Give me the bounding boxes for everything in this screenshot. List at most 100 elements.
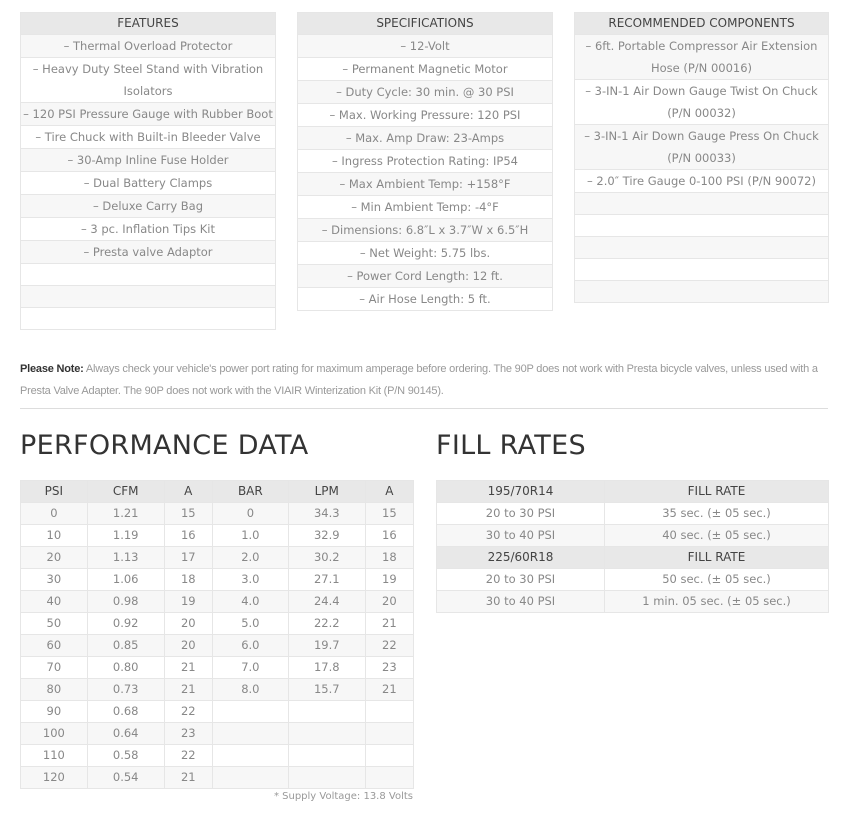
list-item: – Duty Cycle: 30 min. @ 30 PSI <box>297 80 553 104</box>
list-item: – Presta valve Adaptor <box>20 240 276 264</box>
list-item: – Deluxe Carry Bag <box>20 194 276 218</box>
table-cell: 0 <box>20 502 88 525</box>
table-cell: 16 <box>364 524 415 547</box>
table-row: – Min Ambient Temp: -4°F <box>297 195 553 219</box>
list-item <box>574 192 829 215</box>
list-item <box>20 263 276 286</box>
table-row: – 120 PSI Pressure Gauge with Rubber Boo… <box>20 102 276 126</box>
list-item <box>574 258 829 281</box>
table-cell: 23 <box>364 656 415 679</box>
table-row <box>574 192 829 215</box>
list-item <box>20 307 276 330</box>
table-cell: 20 to 30 PSI <box>436 568 605 591</box>
table-row: – Max. Amp Draw: 23-Amps <box>297 126 553 150</box>
table-row: – Tire Chuck with Built-in Bleeder Valve <box>20 125 276 149</box>
table-cell: 35 sec. (± 05 sec.) <box>604 502 829 525</box>
table-row: – 3-IN-1 Air Down Gauge Press On Chuck (… <box>574 124 829 170</box>
table-row <box>574 258 829 281</box>
table-cell: 6.0 <box>211 634 289 657</box>
table-cell: 1.06 <box>86 568 165 591</box>
table-cell <box>287 700 366 723</box>
table-cell: 0.73 <box>86 678 165 701</box>
table-row: 90 0.68 22 <box>20 700 415 723</box>
table-row: 30 1.06 18 3.0 27.1 19 <box>20 568 415 591</box>
table-cell: 5.0 <box>211 612 289 635</box>
table-cell: 22 <box>163 700 213 723</box>
table-cell: 19 <box>163 590 213 613</box>
list-item: – 12-Volt <box>297 34 553 58</box>
column-header: A <box>163 480 213 503</box>
column-header: PSI <box>20 480 88 503</box>
list-item: – Power Cord Length: 12 ft. <box>297 264 553 288</box>
table-cell: 3.0 <box>211 568 289 591</box>
table-cell: 1.13 <box>86 546 165 569</box>
table-cell <box>211 700 289 723</box>
list-item: – Thermal Overload Protector <box>20 34 276 58</box>
table-cell: 17 <box>163 546 213 569</box>
table-cell: 19 <box>364 568 415 591</box>
table-row: – 2.0″ Tire Gauge 0-100 PSI (P/N 90072) <box>574 169 829 193</box>
list-item: – Min Ambient Temp: -4°F <box>297 195 553 219</box>
table-cell: 1.19 <box>86 524 165 547</box>
performance-title: PERFORMANCE DATA <box>20 430 309 461</box>
table-cell: 24.4 <box>287 590 366 613</box>
table-cell: 1.21 <box>86 502 165 525</box>
table-row: 0 1.21 15 0 34.3 15 <box>20 502 415 525</box>
list-item <box>20 285 276 308</box>
list-item: – 30-Amp Inline Fuse Holder <box>20 148 276 172</box>
list-item: – 2.0″ Tire Gauge 0-100 PSI (P/N 90072) <box>574 169 829 193</box>
table-cell: 20 to 30 PSI <box>436 502 605 525</box>
list-item: – 3 pc. Inflation Tips Kit <box>20 217 276 241</box>
list-item: – 3-IN-1 Air Down Gauge Press On Chuck (… <box>574 124 829 170</box>
features-table: FEATURES – Thermal Overload Protector – He… <box>20 12 276 330</box>
table-cell: 34.3 <box>287 502 366 525</box>
table-row: – Presta valve Adaptor <box>20 240 276 264</box>
table-row: 100 0.64 23 <box>20 722 415 745</box>
table-row: 20 to 30 PSI 50 sec. (± 05 sec.) <box>436 568 829 591</box>
table-row: 30 to 40 PSI 1 min. 05 sec. (± 05 sec.) <box>436 590 829 613</box>
table-row: – Heavy Duty Steel Stand with Vibration … <box>20 57 276 103</box>
table-row: – Ingress Protection Rating: IP54 <box>297 149 553 173</box>
table-cell: 1 min. 05 sec. (± 05 sec.) <box>604 590 829 613</box>
list-item: – Max. Working Pressure: 120 PSI <box>297 103 553 127</box>
table-cell: 19.7 <box>287 634 366 657</box>
table-cell: 0.92 <box>86 612 165 635</box>
table-cell: 0.68 <box>86 700 165 723</box>
table-cell: 21 <box>364 678 415 701</box>
table-cell: 80 <box>20 678 88 701</box>
table-cell: 20 <box>163 612 213 635</box>
table-cell: 0.64 <box>86 722 165 745</box>
table-cell <box>211 766 289 789</box>
tire-size-header: 195/70R14 <box>436 480 605 503</box>
table-row <box>20 285 276 308</box>
table-cell: 90 <box>20 700 88 723</box>
table-row: – Dual Battery Clamps <box>20 171 276 195</box>
table-cell: 50 <box>20 612 88 635</box>
table-cell <box>364 722 415 745</box>
table-cell <box>364 744 415 767</box>
table-row: 80 0.73 21 8.0 15.7 21 <box>20 678 415 701</box>
table-cell: 30.2 <box>287 546 366 569</box>
performance-table: PSI CFM A BAR LPM A 0 1.21 15 0 34.3 15 10 1.19 16 1.0 3… <box>20 480 415 789</box>
fill-rates-title: FILL RATES <box>436 430 586 461</box>
table-row: – Power Cord Length: 12 ft. <box>297 264 553 288</box>
table-row: 20 to 30 PSI 35 sec. (± 05 sec.) <box>436 502 829 525</box>
table-cell: 18 <box>163 568 213 591</box>
table-cell: 30 to 40 PSI <box>436 524 605 547</box>
table-cell: 40 <box>20 590 88 613</box>
list-item: – Ingress Protection Rating: IP54 <box>297 149 553 173</box>
please-note: Please Note: Always check your vehicle's… <box>20 358 832 402</box>
table-cell: 10 <box>20 524 88 547</box>
table-cell: 16 <box>163 524 213 547</box>
table-cell: 120 <box>20 766 88 789</box>
table-cell: 30 <box>20 568 88 591</box>
table-row: 120 0.54 21 <box>20 766 415 789</box>
list-item: – Dimensions: 6.8″L x 3.7″W x 6.5″H <box>297 218 553 242</box>
table-row: – Net Weight: 5.75 lbs. <box>297 241 553 265</box>
table-cell <box>364 766 415 789</box>
table-cell: 30 to 40 PSI <box>436 590 605 613</box>
table-row: – Max. Working Pressure: 120 PSI <box>297 103 553 127</box>
table-cell: 1.0 <box>211 524 289 547</box>
table-row: – 3 pc. Inflation Tips Kit <box>20 217 276 241</box>
table-cell <box>287 722 366 745</box>
